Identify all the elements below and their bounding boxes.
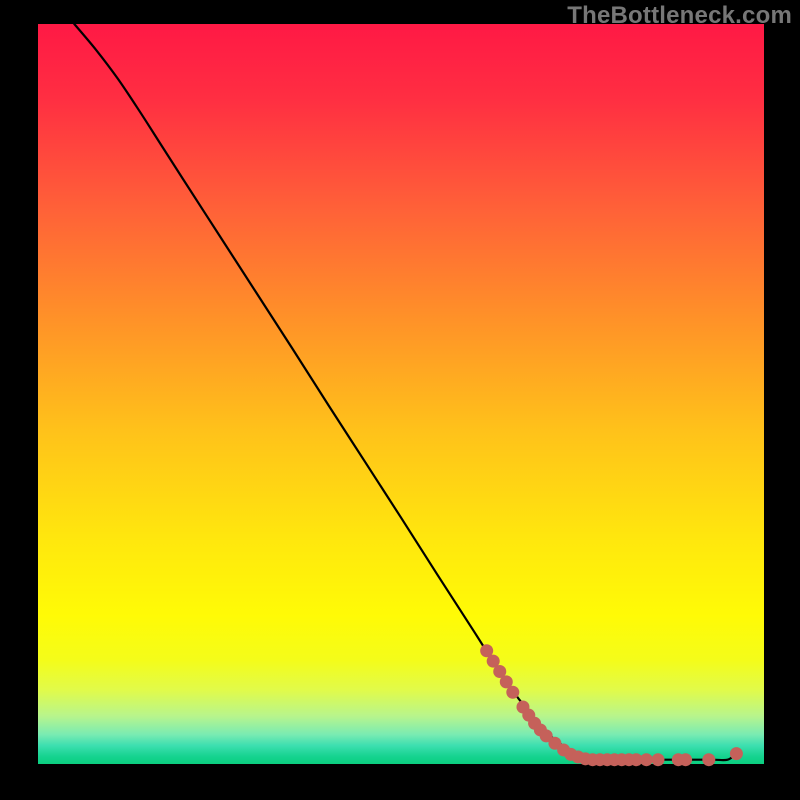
data-marker bbox=[506, 686, 519, 699]
data-marker bbox=[652, 753, 665, 766]
data-marker bbox=[730, 747, 743, 760]
data-marker bbox=[640, 753, 653, 766]
watermark-text: TheBottleneck.com bbox=[567, 2, 792, 30]
data-marker bbox=[679, 753, 692, 766]
data-marker bbox=[702, 753, 715, 766]
plot-background bbox=[38, 24, 764, 764]
chart-svg bbox=[0, 0, 800, 800]
chart-container: TheBottleneck.com bbox=[0, 0, 800, 800]
